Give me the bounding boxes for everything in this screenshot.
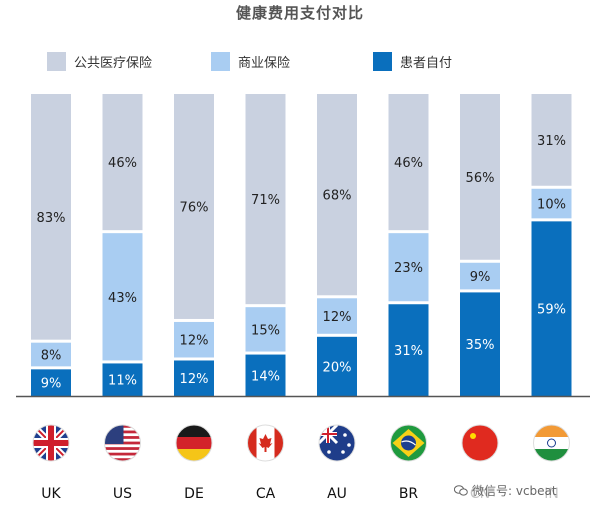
wechat-icon xyxy=(454,485,468,496)
category-label: US xyxy=(113,486,132,502)
bar-value-label: 10% xyxy=(537,198,566,213)
flag-border xyxy=(32,424,70,462)
category-label: CA xyxy=(256,486,276,502)
legend-label-public-insurance: 公共医疗保险 xyxy=(74,56,153,71)
bar-segment xyxy=(174,360,214,396)
bar-segment xyxy=(317,336,357,396)
bar-segment xyxy=(531,221,572,396)
bar-segment xyxy=(102,94,143,231)
bar-value-label: 14% xyxy=(251,369,280,384)
flag-border xyxy=(175,424,213,462)
in-flag-icon xyxy=(533,425,570,461)
bar-segment xyxy=(388,233,429,302)
bar-value-label: 9% xyxy=(470,270,491,285)
au-flag-icon xyxy=(319,425,355,461)
legend-item-public-insurance: 公共医疗保险 xyxy=(47,52,152,71)
flag-border xyxy=(247,424,284,462)
bar-segment xyxy=(388,304,429,396)
bar-segment xyxy=(245,307,286,352)
br-flag-icon xyxy=(390,425,427,461)
bar-segment xyxy=(174,321,214,358)
bar-value-label: 20% xyxy=(323,360,352,375)
bar-segment xyxy=(31,342,71,367)
cn-flag-icon xyxy=(462,425,498,461)
bar-value-label: 76% xyxy=(180,200,209,215)
bar-value-label: 46% xyxy=(394,156,423,171)
watermark: 微信号: vcbeat xyxy=(452,482,559,499)
bar-segment xyxy=(531,94,572,186)
bar-value-label: 71% xyxy=(251,193,280,208)
bar-value-label: 12% xyxy=(180,372,209,387)
legend-swatch-out-of-pocket xyxy=(373,52,392,71)
bar-segment xyxy=(31,369,71,396)
bar-segment xyxy=(245,354,286,396)
category-label: DE xyxy=(184,486,204,502)
bar-segment xyxy=(31,94,71,340)
bar-value-label: 43% xyxy=(108,291,137,306)
bar-segment xyxy=(174,94,214,319)
legend-label-commercial-insurance: 商业保险 xyxy=(238,56,291,71)
legend-swatch-commercial-insurance xyxy=(211,52,230,71)
category-label: AU xyxy=(327,486,347,502)
flag-border xyxy=(104,424,141,462)
ca-flag-icon xyxy=(247,425,284,461)
bar-value-label: 9% xyxy=(41,377,62,392)
bar-value-label: 12% xyxy=(323,310,352,325)
bar-value-label: 68% xyxy=(323,189,352,204)
category-label: BR xyxy=(399,486,419,502)
legend-label-out-of-pocket: 患者自付 xyxy=(400,56,453,71)
bar-segment xyxy=(102,233,143,361)
bar-value-label: 8% xyxy=(41,349,62,364)
bar-segment xyxy=(531,188,572,219)
chart-title: 健康费用支付对比 xyxy=(235,4,364,22)
bar-value-label: 12% xyxy=(180,334,209,349)
flag-border xyxy=(390,424,427,462)
bar-value-label: 35% xyxy=(466,338,495,353)
bar-value-label: 83% xyxy=(37,211,66,226)
legend-item-out-of-pocket: 患者自付 xyxy=(373,52,452,71)
bar-value-label: 31% xyxy=(537,134,566,149)
legend-item-commercial-insurance: 商业保险 xyxy=(211,52,290,71)
uk-flag-icon xyxy=(33,425,69,461)
us-flag-icon xyxy=(104,425,141,461)
bar-value-label: 31% xyxy=(394,344,423,359)
bar-segment xyxy=(460,292,500,396)
category-label: UK xyxy=(41,486,61,502)
bar-segment xyxy=(317,94,357,296)
bar-value-label: 11% xyxy=(108,374,137,389)
bar-value-label: 59% xyxy=(537,303,566,318)
flag-border xyxy=(533,424,570,462)
legend-swatch-public-insurance xyxy=(47,52,66,71)
watermark-text: 微信号: vcbeat xyxy=(472,484,557,498)
bar-segment xyxy=(102,363,143,396)
bar-value-label: 23% xyxy=(394,261,423,276)
bar-value-label: 15% xyxy=(251,323,280,338)
flag-border xyxy=(318,424,356,462)
bar-segment xyxy=(460,94,500,260)
flag-border xyxy=(461,424,499,462)
bar-segment xyxy=(245,94,286,305)
bar-value-label: 46% xyxy=(108,156,137,171)
bar-value-label: 56% xyxy=(466,171,495,186)
bar-segment xyxy=(460,262,500,290)
bar-segment xyxy=(388,94,429,231)
bar-segment xyxy=(317,298,357,334)
de-flag-icon xyxy=(176,425,212,461)
